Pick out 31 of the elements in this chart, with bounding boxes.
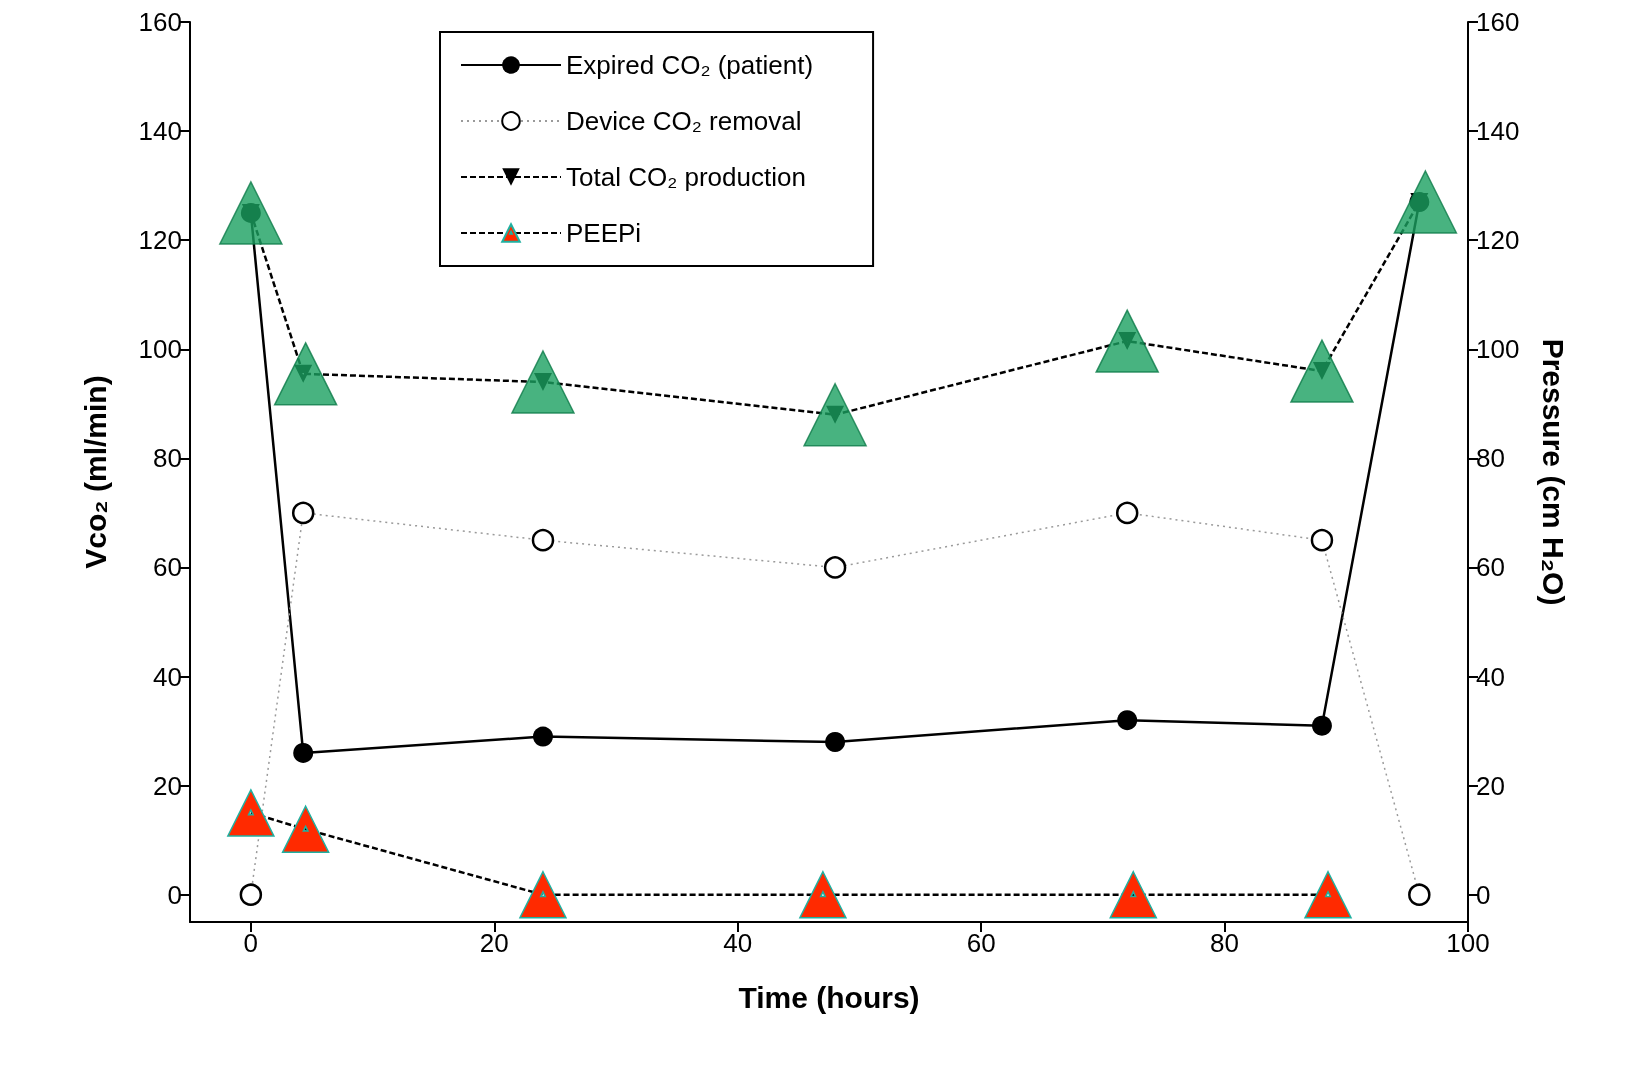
y2-tick-label: 20: [1476, 770, 1505, 801]
y-tick-label: 60: [153, 552, 182, 583]
x-tick-label: 40: [723, 928, 753, 958]
y-tick-label: 100: [138, 334, 182, 365]
y-tick-label: 80: [153, 443, 182, 474]
y2-tick-label: 40: [1476, 661, 1505, 692]
x-tick-label: 80: [1210, 928, 1240, 958]
y-tick-label: 140: [138, 116, 182, 147]
y2-tick-label: 100: [1476, 334, 1520, 365]
legend-label: Device CO₂ removal: [566, 106, 802, 136]
y2-tick-label: 0: [1476, 879, 1491, 910]
y2-tick-label: 120: [1476, 225, 1520, 256]
x-tick-label: 20: [479, 928, 509, 958]
y2-tick-label: 160: [1476, 7, 1520, 37]
y-tick-label: 20: [153, 770, 182, 801]
y2-tick-label: 80: [1476, 443, 1505, 474]
y2-axis-title: Pressure (cm H₂O): [1536, 338, 1570, 606]
x-tick-label: 100: [1446, 928, 1490, 958]
legend-label: Total CO₂ production: [566, 162, 806, 192]
x-tick-label: 0: [243, 928, 259, 958]
y-tick-label: 40: [153, 661, 182, 692]
y-tick-label: 0: [167, 879, 182, 910]
y-tick-label: 120: [138, 225, 182, 256]
y-tick-label: 160: [138, 7, 182, 37]
x-tick-label: 60: [966, 928, 996, 958]
legend-label: Expired CO₂ (patient): [566, 50, 814, 80]
y-axis-title: Vco₂ (ml/min): [78, 375, 112, 569]
legend-label: PEEPi: [566, 218, 642, 248]
y2-tick-label: 140: [1476, 116, 1520, 147]
x-axis-title: Time (hours): [738, 980, 920, 1014]
y2-tick-label: 60: [1476, 552, 1505, 583]
